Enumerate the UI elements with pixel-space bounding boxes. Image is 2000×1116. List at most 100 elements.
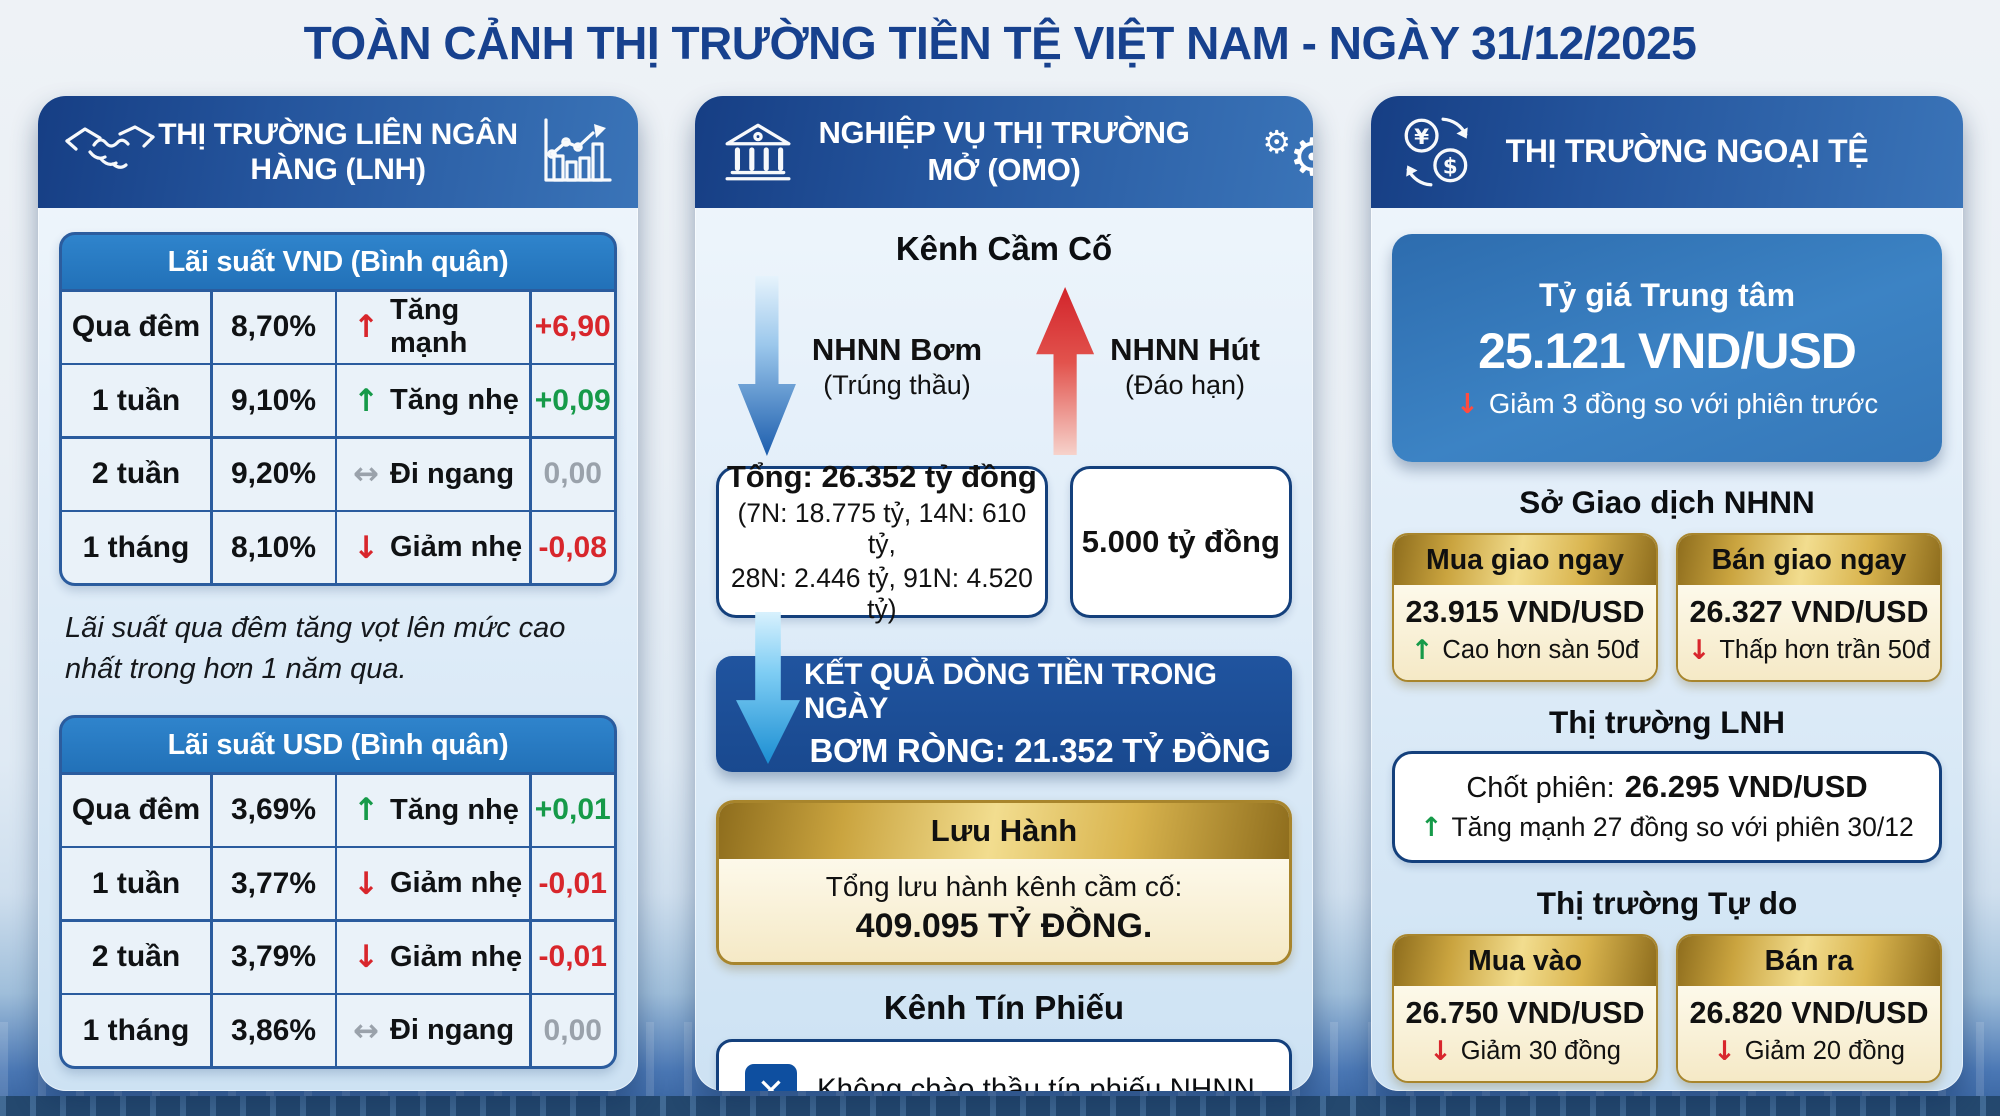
free-buy-note-text: Giảm 30 đồng (1460, 1037, 1621, 1065)
term-cell: Qua đêm (62, 291, 210, 363)
lnh-market-title: Thị trường LNH (1549, 704, 1785, 740)
change-cell: -0,01 (531, 921, 614, 993)
down-arrow-icon: ↓ (1687, 635, 1711, 666)
central-rate-change-text: Giảm 3 đồng so với phiên trước (1488, 387, 1879, 419)
trend-cell: ↑ Tăng nhẹ (337, 365, 529, 436)
net-flow-down-arrow-icon (736, 612, 800, 764)
circulation-box: Lưu Hành Tổng lưu hành kênh cầm cố: 409.… (716, 800, 1292, 965)
circulation-header: Lưu Hành (719, 803, 1289, 859)
change-value: 0,00 (543, 457, 602, 490)
pump-amount-box: Tổng: 26.352 tỷ đồng (7N: 18.775 tỷ, 14N… (716, 459, 1048, 624)
net-flow-value: BƠM RÒNG: 21.352 TỶ ĐỒNG (809, 732, 1271, 769)
sbv-sell-label: Bán giao ngay (1678, 535, 1940, 585)
trend-label: Tăng mạnh (389, 294, 468, 359)
trend-arrow-icon: ↓ (353, 529, 379, 566)
trend-arrow-icon: ↑ (353, 382, 379, 419)
pump-detail-1: (7N: 18.775 tỷ, 14N: 610 tỷ, (737, 498, 1027, 559)
omo-amount-boxes: Tổng: 26.352 tỷ đồng (7N: 18.775 tỷ, 14N… (716, 459, 1292, 624)
central-rate-box: Tỷ giá Trung tâm 25.121 VND/USD ↓ Giảm 3… (1392, 234, 1942, 462)
rate-cell: 3,69% (212, 774, 335, 846)
change-cell: 0,00 (531, 438, 614, 510)
down-arrow-icon: ↓ (1429, 1036, 1452, 1067)
panel-interbank: THỊ TRƯỜNG LIÊN NGÂN HÀNG (LNH) (38, 96, 638, 1091)
lnh-close-box: Chốt phiên: 26.295 VND/USD ↑ Tăng mạnh 27… (1392, 751, 1942, 863)
pledge-channel-title: Kênh Cầm Cố (895, 230, 1113, 267)
change-cell: +0,09 (531, 365, 614, 436)
vnd-table-header: Lãi suất VND (Bình quân) (62, 235, 614, 289)
term-cell: 1 tuần (62, 365, 210, 436)
trend-cell: ↓ Giảm nhẹ (337, 921, 529, 993)
sbv-sell-value: 26.327 VND/USD (1689, 595, 1929, 629)
sbv-buy-label: Mua giao ngay (1394, 535, 1656, 585)
panel-omo-header: NGHIỆP VỤ THỊ TRƯỜNG MỞ (OMO) ⚙ ⚙ (695, 96, 1313, 208)
term-cell: Qua đêm (62, 774, 210, 846)
panel-interbank-title: THỊ TRƯỜNG LIÊN NGÂN HÀNG (LNH) (158, 117, 518, 186)
term-cell: 1 tuần (62, 848, 210, 920)
panel-omo: NGHIỆP VỤ THỊ TRƯỜNG MỞ (OMO) ⚙ ⚙ Kênh Cầ… (695, 96, 1313, 1091)
free-sell-note-text: Giảm 20 đồng (1744, 1037, 1905, 1065)
handshake-icon (64, 121, 156, 183)
change-value: -0,01 (538, 940, 607, 974)
rate-cell: 3,79% (212, 921, 335, 993)
x-mark-checkbox-icon: ✕ (744, 1064, 797, 1091)
bar-chart-icon (538, 116, 614, 188)
bills-note-box: ✕ Không chào thầu tín phiếu NHNN. (716, 1039, 1292, 1091)
absorb-flow: NHNN Hút (Đáo hạn) (1004, 272, 1292, 460)
trend-cell: ↔ Đi ngang (337, 438, 529, 510)
sbv-buy-note-text: Cao hơn sàn 50đ (1442, 636, 1640, 664)
trend-label: Đi ngang (389, 1014, 515, 1047)
sbv-buy-box: Mua giao ngay 23.915 VND/USD ↑ Cao hơn s… (1392, 533, 1658, 682)
trend-cell: ↑ Tăng nhẹ (337, 774, 529, 846)
bills-note: Không chào thầu tín phiếu NHNN. (816, 1073, 1264, 1091)
lnh-change-text: Tăng mạnh 27 đồng so với phiên 30/12 (1451, 812, 1914, 842)
svg-text:¥: ¥ (1414, 125, 1429, 150)
absorb-amount: 5.000 tỷ đồng (1081, 524, 1280, 559)
pump-detail-2: 28N: 2.446 tỷ, 91N: 4.520 tỷ) (730, 563, 1033, 624)
pump-down-arrow-icon (737, 276, 796, 456)
pump-flow: NHNN Bơm (Trúng thầu) (716, 272, 1004, 460)
free-sell-label: Bán ra (1678, 936, 1940, 986)
vnd-table-grid: Qua đêm 8,70% ↑ Tăng mạnh +6,90 1 tuần 9… (62, 289, 614, 583)
panel-interbank-body: Lãi suất VND (Bình quân) Qua đêm 8,70% ↑… (38, 208, 638, 1070)
sbv-buy-value: 23.915 VND/USD (1405, 595, 1645, 629)
change-value: 0,00 (543, 1013, 602, 1047)
absorb-label: NHNN Hút (1110, 331, 1260, 367)
trend-arrow-icon: ↑ (353, 792, 379, 829)
absorb-up-arrow-icon (1036, 287, 1095, 455)
trend-label: Tăng nhẹ (389, 793, 519, 826)
change-cell: +6,90 (531, 291, 614, 363)
trend-label: Giảm nhẹ (389, 940, 523, 973)
up-arrow-icon: ↑ (1410, 635, 1434, 666)
free-market-boxes: Mua vào 26.750 VND/USD ↓ Giảm 30 đồng Bá… (1392, 934, 1942, 1083)
trend-arrow-icon: ↓ (353, 939, 379, 976)
pump-sublabel: (Trúng thầu) (823, 369, 971, 400)
down-arrow-icon: ↓ (1713, 1036, 1736, 1067)
trend-arrow-icon: ↔ (353, 456, 379, 492)
svg-text:$: $ (1443, 155, 1458, 180)
change-cell: 0,00 (531, 995, 614, 1067)
panel-omo-title: NGHIỆP VỤ THỊ TRƯỜNG MỞ (OMO) (818, 115, 1190, 187)
rate-cell: 8,10% (212, 512, 335, 583)
trend-label: Giảm nhẹ (389, 531, 523, 563)
change-value: -0,01 (538, 866, 607, 900)
trend-arrow-icon: ↔ (353, 1012, 379, 1049)
free-buy-box: Mua vào 26.750 VND/USD ↓ Giảm 30 đồng (1392, 934, 1658, 1083)
circulation-value: 409.095 TỶ ĐỒNG. (855, 907, 1153, 945)
lnh-close-label: Chốt phiên: (1466, 772, 1615, 804)
sbv-buy-note: ↑ Cao hơn sàn 50đ (1398, 635, 1652, 666)
panel-fx-header: ¥ $ THỊ TRƯỜNG NGOẠI TỆ (1371, 96, 1963, 208)
down-arrow-icon: ↓ (1455, 387, 1479, 420)
panel-omo-body: Kênh Cầm Cố NHNN Bơm (Trúng thầu) NHNN H… (695, 208, 1313, 1091)
trend-cell: ↔ Đi ngang (337, 995, 529, 1067)
up-arrow-icon: ↑ (1420, 812, 1443, 843)
free-sell-value: 26.820 VND/USD (1689, 996, 1929, 1030)
sbv-sell-box: Bán giao ngay 26.327 VND/USD ↓ Thấp hơn … (1676, 533, 1942, 682)
trend-cell: ↓ Giảm nhẹ (337, 512, 529, 583)
rate-cell: 9,10% (212, 365, 335, 436)
trend-label: Giảm nhẹ (389, 867, 523, 900)
panel-fx-title: THỊ TRƯỜNG NGOẠI TỆ (1505, 133, 1869, 170)
absorb-sublabel: (Đáo hạn) (1124, 369, 1246, 400)
free-sell-note: ↓ Giảm 20 đồng (1682, 1036, 1936, 1067)
change-cell: -0,08 (531, 512, 614, 583)
